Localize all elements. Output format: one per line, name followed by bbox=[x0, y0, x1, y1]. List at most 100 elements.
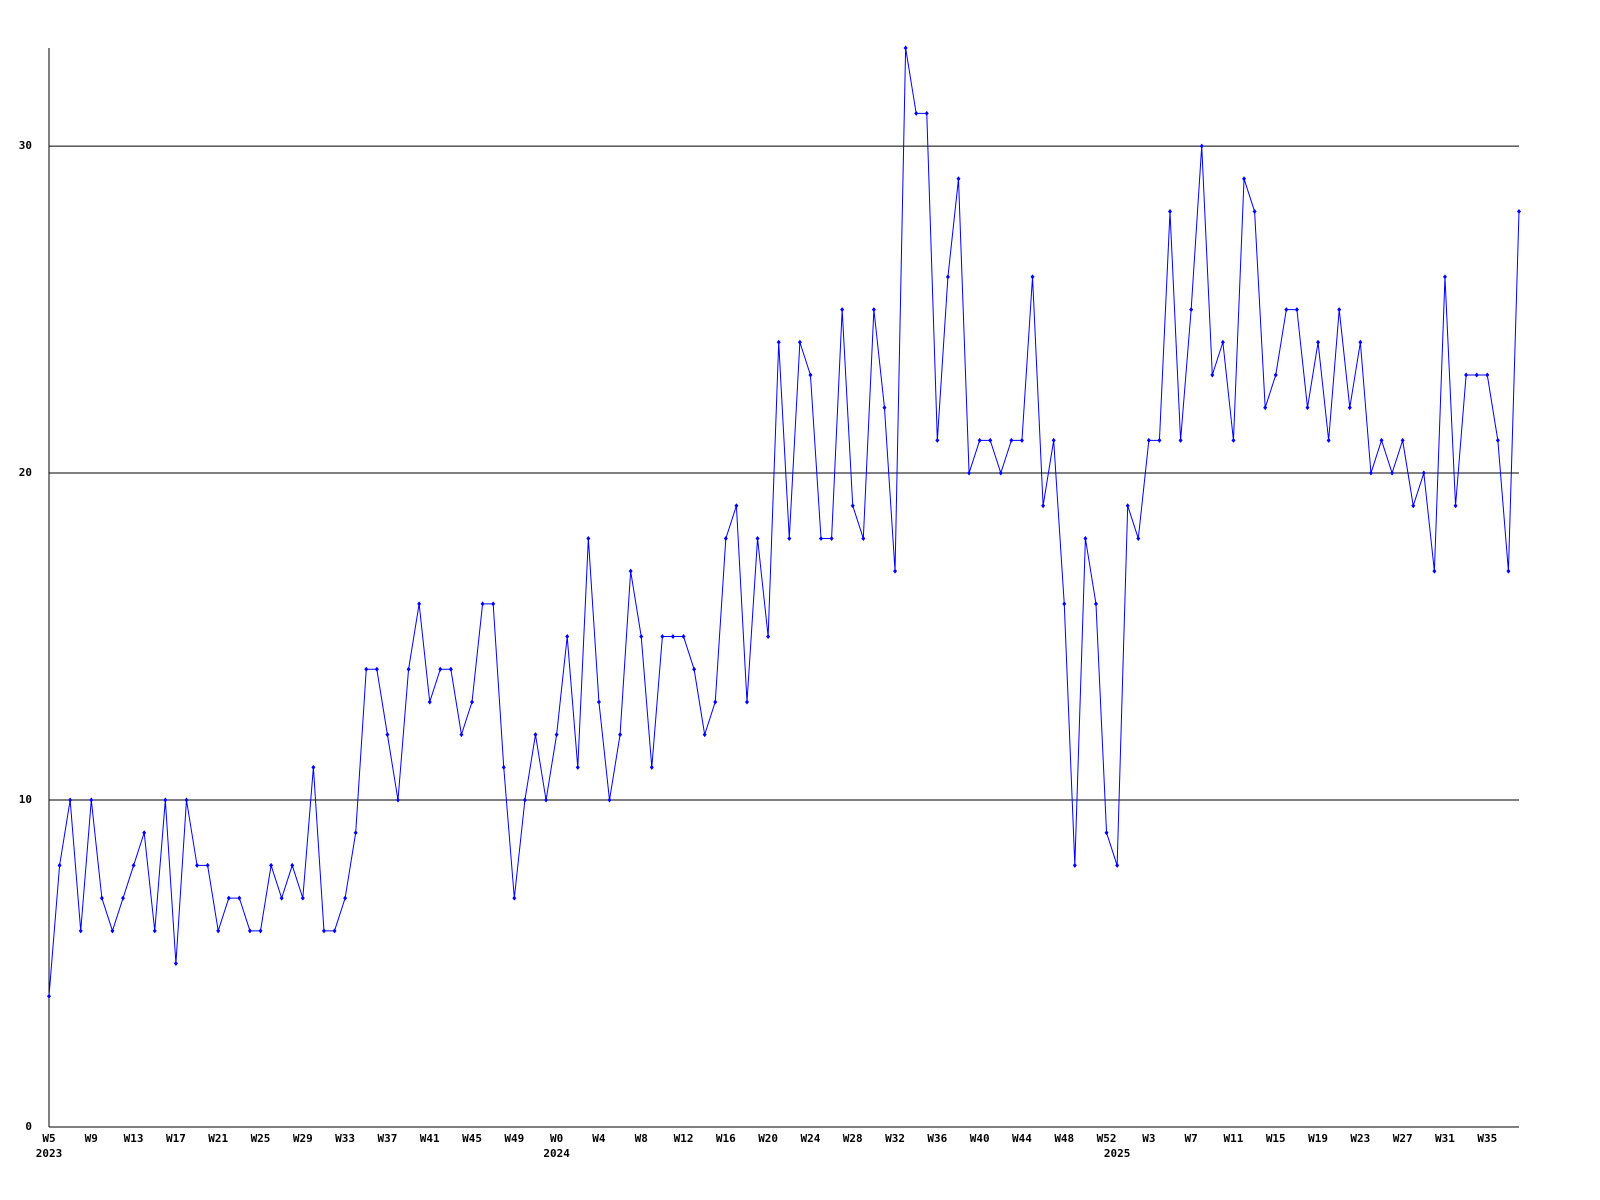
data-point bbox=[628, 568, 633, 574]
data-point bbox=[57, 862, 62, 868]
data-point bbox=[1485, 372, 1490, 378]
x-tick-label: W31 bbox=[1435, 1132, 1455, 1145]
x-tick-label: W35 bbox=[1477, 1132, 1497, 1145]
data-point bbox=[1062, 601, 1067, 607]
x-tick-label: W32 bbox=[885, 1132, 905, 1145]
data-point bbox=[491, 601, 496, 607]
data-point bbox=[1093, 601, 1098, 607]
data-point bbox=[1146, 437, 1151, 443]
data-point bbox=[575, 764, 580, 770]
data-point bbox=[1189, 307, 1194, 313]
data-point bbox=[1326, 437, 1331, 443]
data-point bbox=[395, 797, 400, 803]
data-point bbox=[1210, 372, 1215, 378]
x-tick-label: W3 bbox=[1142, 1132, 1155, 1145]
data-point bbox=[882, 405, 887, 411]
data-point bbox=[681, 634, 686, 640]
data-point bbox=[1305, 405, 1310, 411]
x-tick-label: W36 bbox=[927, 1132, 947, 1145]
data-point bbox=[967, 470, 972, 476]
data-point bbox=[861, 535, 866, 541]
data-point bbox=[596, 699, 601, 705]
data-point bbox=[427, 699, 432, 705]
data-point bbox=[1379, 437, 1384, 443]
data-point bbox=[977, 437, 982, 443]
data-point bbox=[216, 928, 221, 934]
y-tick-label: 20 bbox=[19, 466, 32, 479]
data-point bbox=[1464, 372, 1469, 378]
x-tick-label: W49 bbox=[504, 1132, 524, 1145]
data-point bbox=[1337, 307, 1342, 313]
data-point bbox=[343, 895, 348, 901]
x-tick-label: W48 bbox=[1054, 1132, 1074, 1145]
data-point bbox=[68, 797, 73, 803]
data-point bbox=[1125, 503, 1130, 509]
data-point bbox=[89, 797, 94, 803]
data-point bbox=[670, 634, 675, 640]
data-point bbox=[226, 895, 231, 901]
x-tick-label: W12 bbox=[674, 1132, 694, 1145]
data-point bbox=[1432, 568, 1437, 574]
data-point bbox=[871, 307, 876, 313]
data-point bbox=[374, 666, 379, 672]
data-point bbox=[448, 666, 453, 672]
data-point bbox=[924, 110, 929, 116]
data-point bbox=[533, 732, 538, 738]
data-point bbox=[353, 830, 358, 836]
data-point bbox=[565, 634, 570, 640]
x-tick-label: W4 bbox=[592, 1132, 606, 1145]
data-point bbox=[364, 666, 369, 672]
data-point bbox=[142, 830, 147, 836]
data-point bbox=[819, 535, 824, 541]
data-point bbox=[914, 110, 919, 116]
x-year-label: 2023 bbox=[36, 1147, 63, 1160]
data-point bbox=[279, 895, 284, 901]
x-tick-label: W33 bbox=[335, 1132, 355, 1145]
data-point bbox=[501, 764, 506, 770]
data-point bbox=[935, 437, 940, 443]
data-point bbox=[1178, 437, 1183, 443]
data-point bbox=[1072, 862, 1077, 868]
data-point bbox=[1368, 470, 1373, 476]
x-tick-label: W52 bbox=[1097, 1132, 1117, 1145]
data-point bbox=[766, 634, 771, 640]
x-tick-label: W15 bbox=[1266, 1132, 1286, 1145]
x-tick-label: W8 bbox=[635, 1132, 648, 1145]
data-point bbox=[850, 503, 855, 509]
data-point bbox=[470, 699, 475, 705]
data-point bbox=[332, 928, 337, 934]
data-point bbox=[1442, 274, 1447, 280]
x-tick-label: W9 bbox=[85, 1132, 98, 1145]
data-point bbox=[406, 666, 411, 672]
data-point bbox=[321, 928, 326, 934]
x-tick-label: W16 bbox=[716, 1132, 736, 1145]
data-point bbox=[152, 928, 157, 934]
data-point bbox=[173, 961, 178, 967]
data-point bbox=[787, 535, 792, 541]
data-point bbox=[734, 503, 739, 509]
x-tick-label: W44 bbox=[1012, 1132, 1032, 1145]
data-point bbox=[195, 862, 200, 868]
data-point bbox=[639, 634, 644, 640]
data-point bbox=[1199, 143, 1204, 149]
x-tick-label: W41 bbox=[420, 1132, 440, 1145]
data-point bbox=[649, 764, 654, 770]
data-point bbox=[1517, 208, 1521, 214]
data-point bbox=[512, 895, 517, 901]
data-point bbox=[797, 339, 802, 345]
data-point bbox=[1231, 437, 1236, 443]
data-point bbox=[893, 568, 898, 574]
data-point bbox=[554, 732, 559, 738]
x-tick-label: W28 bbox=[843, 1132, 863, 1145]
x-tick-label: W37 bbox=[377, 1132, 397, 1145]
data-point bbox=[1474, 372, 1479, 378]
data-point bbox=[522, 797, 527, 803]
data-point bbox=[1252, 208, 1257, 214]
x-tick-label: W25 bbox=[251, 1132, 271, 1145]
data-point bbox=[829, 535, 834, 541]
x-tick-label: W29 bbox=[293, 1132, 313, 1145]
data-point bbox=[205, 862, 210, 868]
x-year-label: 2024 bbox=[543, 1147, 570, 1160]
data-point bbox=[744, 699, 749, 705]
data-point bbox=[755, 535, 760, 541]
